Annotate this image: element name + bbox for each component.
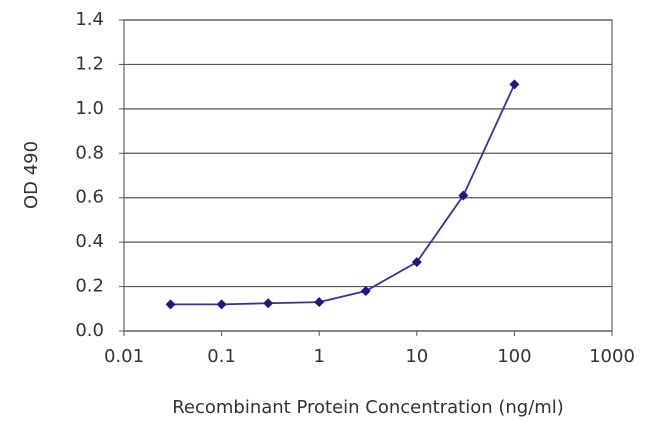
y-tick-label: 0.2: [75, 276, 104, 297]
x-tick-label: 10: [405, 346, 428, 367]
data-point: [165, 299, 176, 310]
data-point: [360, 286, 371, 297]
y-tick-label: 1.0: [75, 98, 104, 119]
y-tick-label: 0.4: [75, 231, 104, 252]
x-tick-label: 1000: [589, 346, 635, 367]
data-point: [263, 298, 274, 309]
plot-area: [123, 19, 613, 332]
data-point: [509, 79, 520, 90]
x-tick-label: 0.01: [104, 346, 144, 367]
y-tick-label: 1.2: [75, 53, 104, 74]
data-point: [458, 190, 469, 201]
x-axis-title: Recombinant Protein Concentration (ng/ml…: [172, 397, 564, 418]
data-point: [411, 257, 422, 268]
data-line: [170, 84, 516, 306]
y-tick-label: 0.0: [75, 320, 104, 341]
data-point: [216, 299, 227, 310]
x-tick-label: 100: [497, 346, 531, 367]
y-axis-title: OD 490: [21, 141, 42, 209]
x-tick-label: 1: [313, 346, 324, 367]
y-tick-label: 0.6: [75, 187, 104, 208]
data-point: [314, 297, 325, 308]
x-tick-label: 0.1: [207, 346, 236, 367]
y-tick-label: 1.4: [75, 9, 104, 30]
y-tick-label: 0.8: [75, 142, 104, 163]
